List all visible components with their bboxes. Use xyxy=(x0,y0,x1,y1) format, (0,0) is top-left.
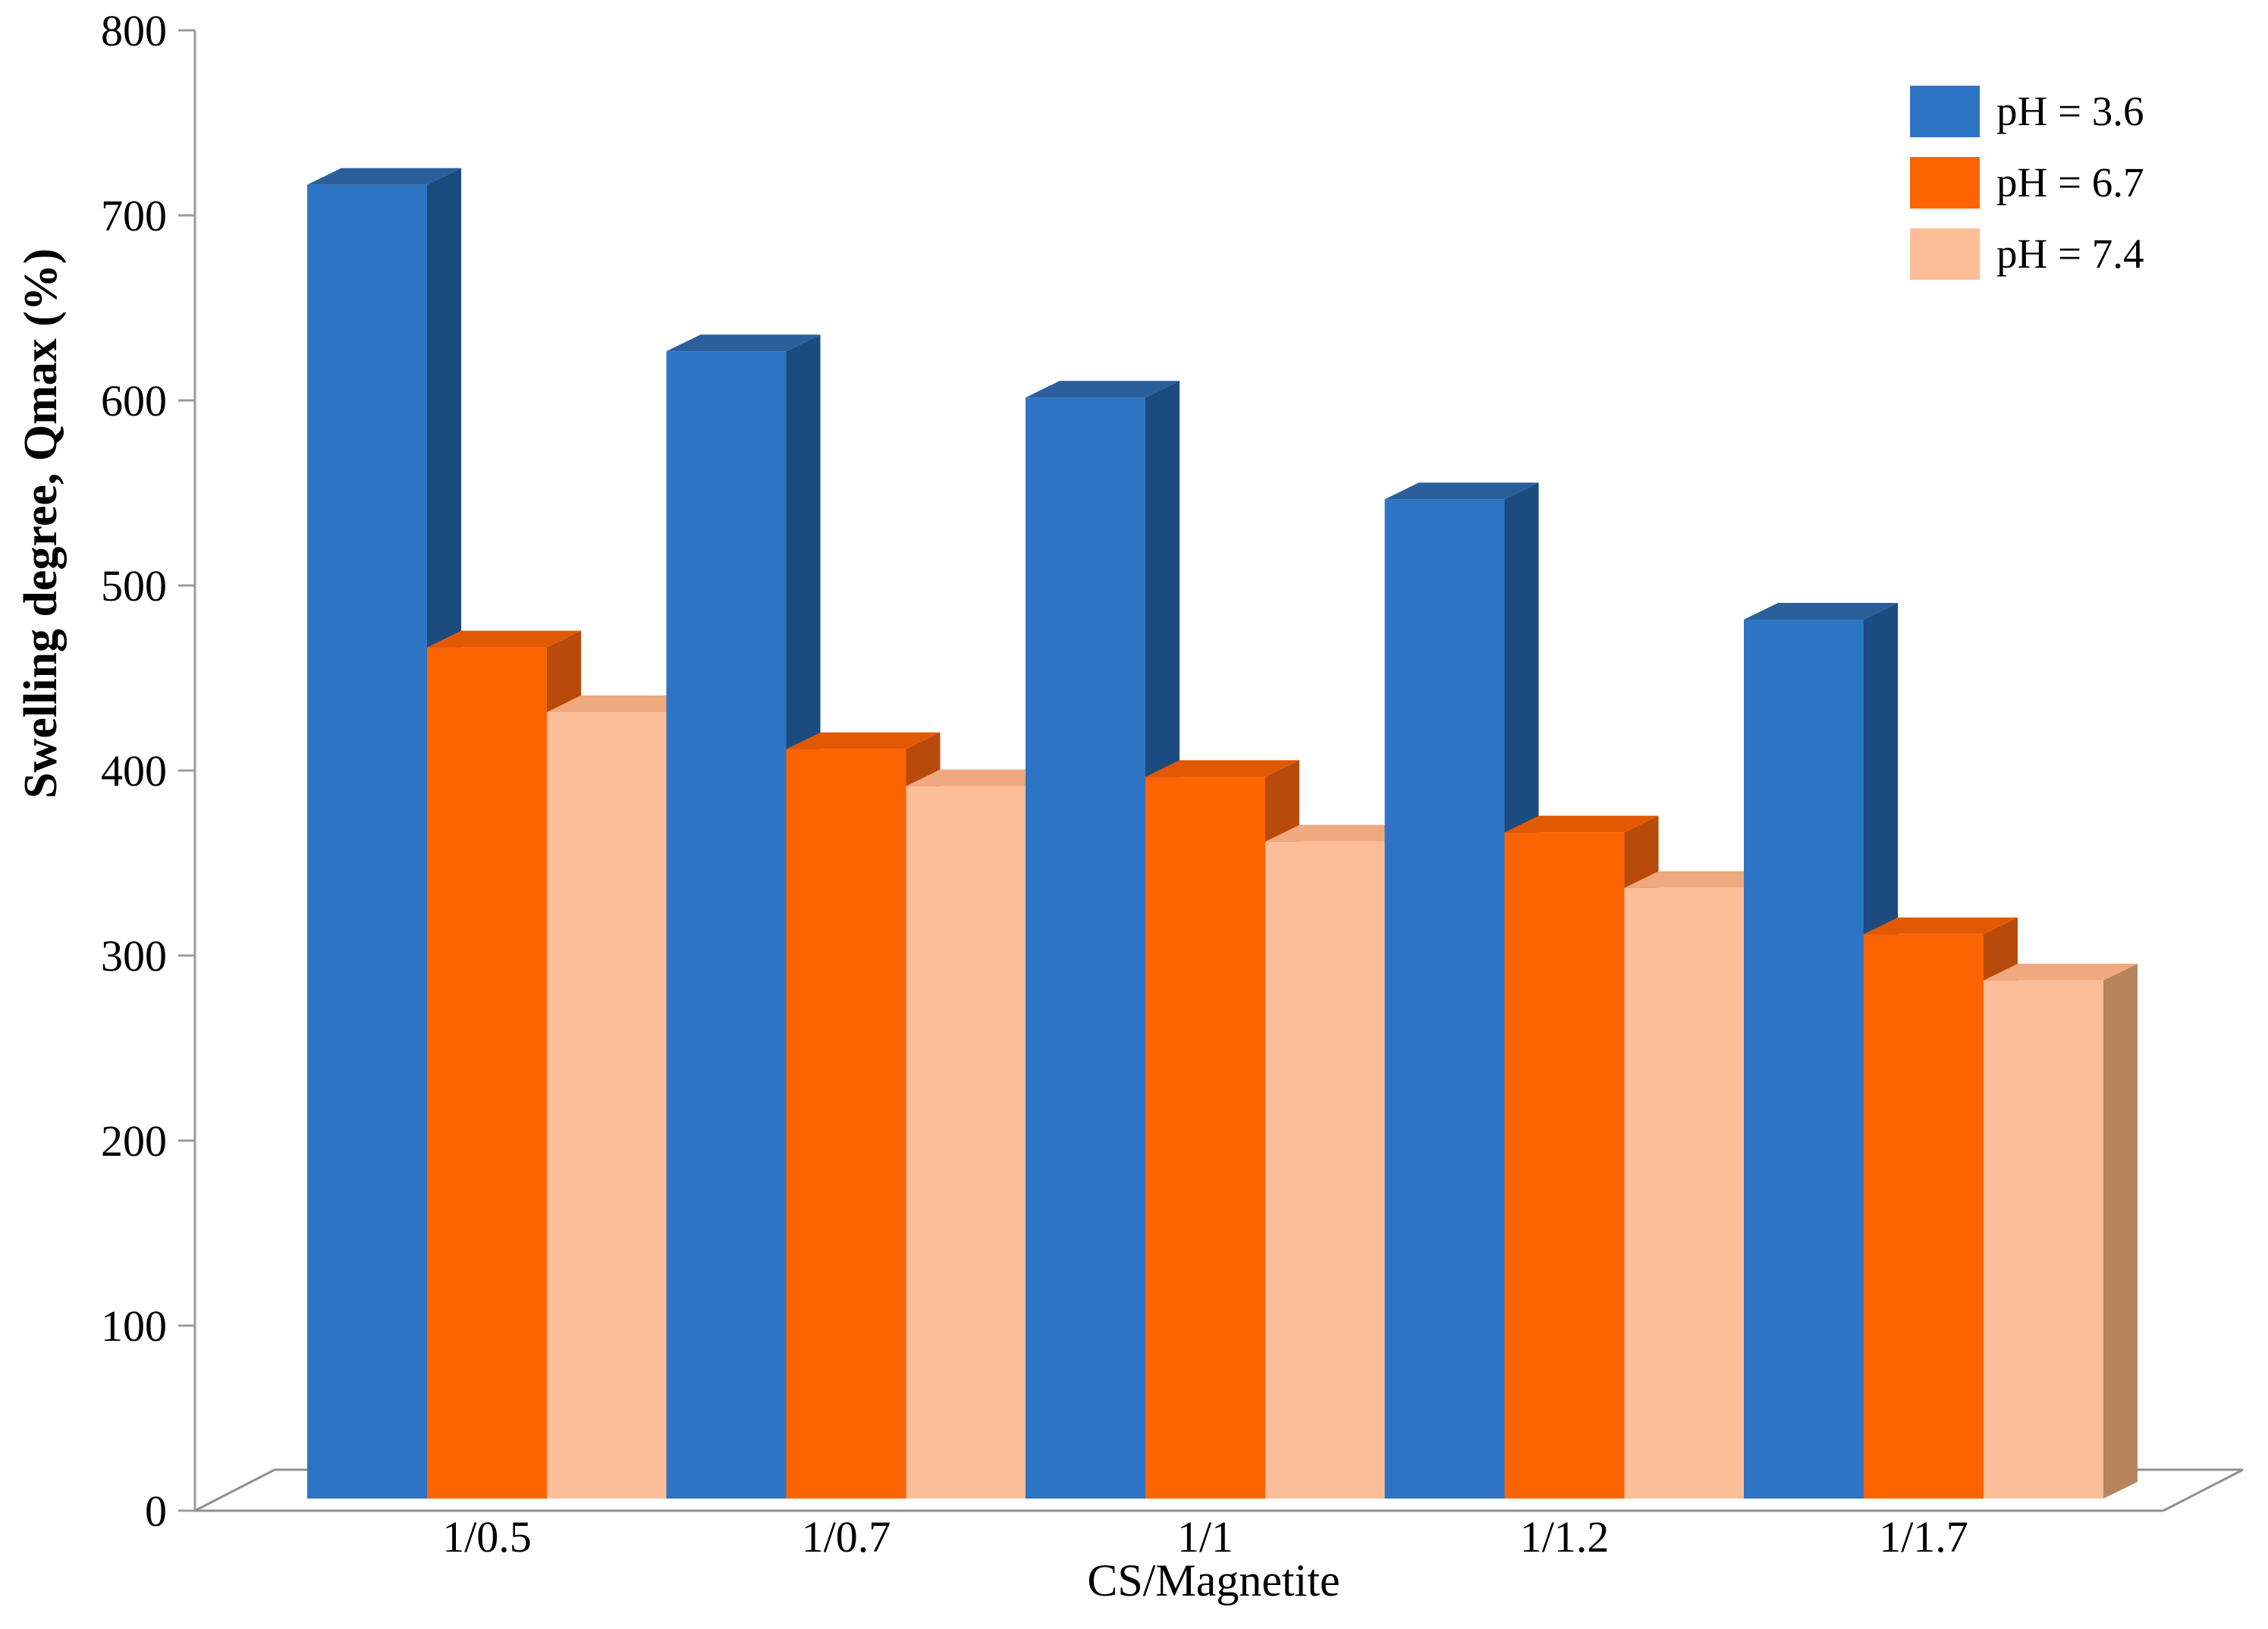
bar-cluster-1/0.7 xyxy=(666,334,1060,1499)
bar-top-face xyxy=(1984,963,2138,981)
legend-item-ph-3-6: pH = 3.6 xyxy=(1910,86,2144,137)
bar-cluster-1/1.2 xyxy=(1384,482,1779,1499)
y-tick-label: 200 xyxy=(101,1116,167,1166)
bar-front-face xyxy=(1504,832,1625,1499)
bar-top-face xyxy=(307,168,461,185)
x-tick-label: 1/1.2 xyxy=(1520,1512,1610,1562)
bar-front-face xyxy=(1864,934,1984,1499)
legend: pH = 3.6 pH = 6.7 pH = 7.4 xyxy=(1910,86,2144,300)
bar-top-face xyxy=(1265,824,1419,842)
y-tick-label: 300 xyxy=(101,931,167,981)
y-tick-label: 100 xyxy=(101,1301,167,1351)
bar-front-face xyxy=(1624,887,1745,1499)
bar-front-face xyxy=(307,184,427,1499)
legend-swatch-ph-6-7 xyxy=(1910,157,1980,209)
x-tick-label: 1/1 xyxy=(1177,1512,1233,1562)
bar-top-face xyxy=(906,769,1060,786)
bar-top-face xyxy=(1864,917,2018,934)
bar-side-face xyxy=(2103,963,2138,1499)
bar-front-face xyxy=(906,786,1026,1499)
x-tick-label: 1/1.7 xyxy=(1879,1512,1968,1562)
legend-label: pH = 6.7 xyxy=(1996,159,2144,206)
bar-cluster-1/1.7 xyxy=(1744,603,2138,1499)
x-tick-label: 1/0.7 xyxy=(802,1512,891,1562)
bar-front-face xyxy=(1384,499,1505,1499)
bar-front-face xyxy=(786,749,906,1499)
bar-top-face xyxy=(1026,381,1180,398)
bar-front-face xyxy=(1984,980,2103,1499)
bar-cluster-1/1 xyxy=(1026,381,1419,1499)
y-tick-label: 700 xyxy=(101,191,167,240)
bar-front-face xyxy=(1265,841,1385,1499)
x-tick-label: 1/0.5 xyxy=(442,1512,532,1562)
bar-front-face xyxy=(427,647,547,1499)
legend-label: pH = 3.6 xyxy=(1996,88,2144,134)
legend-swatch-ph-7-4 xyxy=(1910,228,1980,280)
bar-cluster-1/0.5 xyxy=(307,168,701,1499)
y-tick-label: 600 xyxy=(101,376,167,425)
y-tick-label: 0 xyxy=(145,1486,167,1536)
legend-item-ph-6-7: pH = 6.7 xyxy=(1910,157,2144,209)
y-tick-label: 800 xyxy=(101,6,167,55)
bar-front-face xyxy=(1145,777,1265,1499)
bar-top-face xyxy=(1145,760,1299,777)
bar-top-face xyxy=(1384,482,1539,500)
y-axis-title: Swelling degree, Qmax (%) xyxy=(15,248,67,799)
legend-item-ph-7-4: pH = 7.4 xyxy=(1910,228,2144,280)
bar-front-face xyxy=(1026,397,1145,1499)
bar-top-face xyxy=(1504,815,1659,833)
bar-front-face xyxy=(1744,620,1864,1499)
x-axis-title: CS/Magnetite xyxy=(1087,1555,1340,1605)
bar-top-face xyxy=(1624,871,1779,888)
bar-top-face xyxy=(1744,603,1898,620)
bar-top-face xyxy=(786,732,941,749)
bar-top-face xyxy=(427,630,581,648)
y-tick-label: 500 xyxy=(101,561,167,610)
legend-swatch-ph-3-6 xyxy=(1910,86,1980,137)
legend-label: pH = 7.4 xyxy=(1996,231,2144,277)
bar-pH=7.4-1/1.7 xyxy=(1984,963,2138,1499)
bar-front-face xyxy=(666,351,787,1499)
bar-front-face xyxy=(547,712,667,1499)
bar-top-face xyxy=(547,695,701,712)
y-tick-label: 400 xyxy=(101,746,167,796)
bar-top-face xyxy=(666,334,821,352)
